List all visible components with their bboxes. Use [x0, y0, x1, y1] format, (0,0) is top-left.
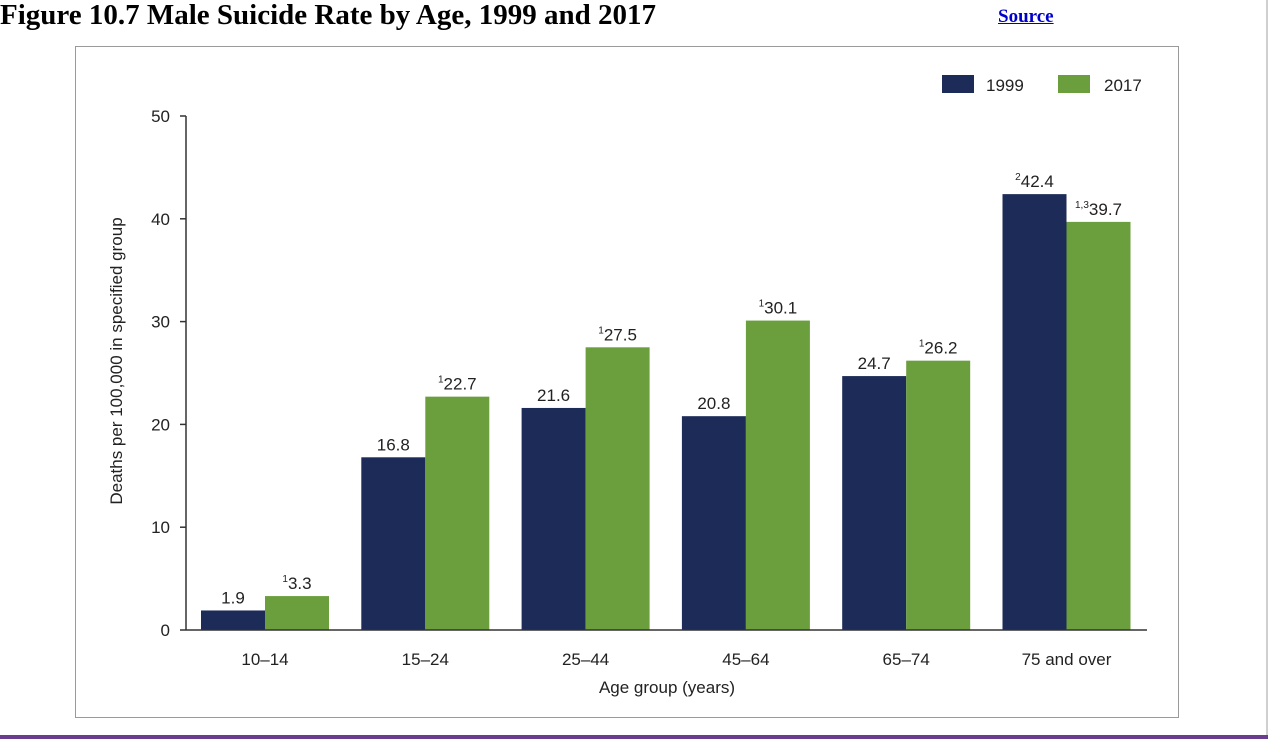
y-tick-label: 20 — [151, 415, 170, 434]
y-tick-label: 30 — [151, 313, 170, 332]
footnote-marker: 1 — [598, 325, 604, 336]
data-label: 16.8 — [377, 435, 410, 454]
data-value: 26.2 — [924, 339, 957, 358]
right-edge-border — [1266, 0, 1268, 739]
legend-swatch-2017 — [1058, 75, 1090, 93]
x-tick-label: 10–14 — [241, 650, 288, 669]
data-label: 127.5 — [598, 325, 637, 344]
bar-2017 — [425, 396, 490, 630]
y-tick-label: 50 — [151, 107, 170, 126]
footnote-marker: 1 — [919, 339, 925, 350]
data-label: 242.4 — [1015, 172, 1054, 191]
data-label: 13.3 — [282, 574, 311, 593]
x-tick-label: 15–24 — [402, 650, 449, 669]
bar-1999 — [681, 416, 746, 630]
data-label: 126.2 — [919, 339, 958, 358]
footnote-marker: 1 — [438, 375, 444, 386]
y-tick-label: 10 — [151, 518, 170, 537]
y-axis-label: Deaths per 100,000 in specified group — [107, 217, 126, 504]
source-link[interactable]: Source — [998, 6, 1054, 27]
bar-1999 — [842, 376, 907, 630]
x-tick-label: 45–64 — [722, 650, 769, 669]
data-label: 24.7 — [858, 354, 891, 373]
bottom-rule — [0, 735, 1268, 739]
bar-1999 — [521, 407, 586, 630]
footnote-marker: 1 — [759, 299, 765, 310]
data-value: 42.4 — [1021, 172, 1054, 191]
footnote-marker: 1 — [282, 574, 288, 585]
footnote-marker: 2 — [1015, 172, 1021, 183]
x-tick-label: 25–44 — [562, 650, 609, 669]
data-label: 122.7 — [438, 375, 477, 394]
data-label: 1.9 — [221, 588, 245, 607]
bar-2017 — [265, 596, 329, 630]
x-tick-label: 65–74 — [883, 650, 930, 669]
data-label: 130.1 — [759, 299, 798, 318]
y-tick-label: 0 — [161, 621, 170, 640]
data-value: 22.7 — [444, 375, 477, 394]
data-value: 27.5 — [604, 325, 637, 344]
data-value: 39.7 — [1089, 200, 1122, 219]
x-tick-label: 75 and over — [1022, 650, 1112, 669]
data-label: 21.6 — [537, 386, 570, 405]
bar-2017 — [906, 360, 971, 630]
footnote-marker: 1,3 — [1075, 200, 1089, 211]
bar-1999 — [201, 610, 265, 630]
x-axis-label: Age group (years) — [599, 678, 735, 697]
bar-2017 — [745, 320, 810, 630]
data-label: 20.8 — [697, 394, 730, 413]
legend-label-1999: 1999 — [986, 76, 1024, 95]
page-title: Figure 10.7 Male Suicide Rate by Age, 19… — [0, 0, 656, 31]
data-label: 1,339.7 — [1075, 200, 1122, 219]
data-value: 3.3 — [288, 574, 312, 593]
legend-label-2017: 2017 — [1104, 76, 1142, 95]
bar-1999 — [1002, 194, 1067, 631]
bar-2017 — [1066, 221, 1131, 630]
bar-2017 — [585, 347, 650, 630]
legend-swatch-1999 — [942, 75, 974, 93]
data-value: 30.1 — [764, 299, 797, 318]
y-tick-label: 40 — [151, 210, 170, 229]
bar-1999 — [361, 457, 426, 630]
